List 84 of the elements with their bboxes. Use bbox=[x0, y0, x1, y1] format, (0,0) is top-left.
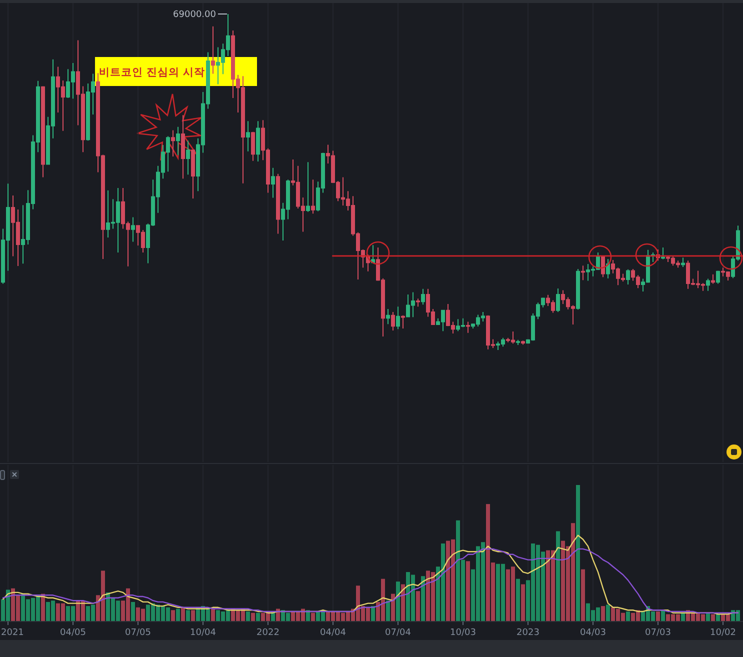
candlestick bbox=[711, 274, 715, 284]
candlestick bbox=[466, 321, 470, 334]
bar bbox=[211, 608, 215, 621]
candlestick bbox=[706, 278, 710, 292]
bar bbox=[516, 578, 520, 621]
x-tick-label: 2022 bbox=[256, 628, 280, 638]
candlestick bbox=[681, 257, 685, 268]
bar bbox=[661, 610, 665, 621]
bar bbox=[246, 611, 250, 621]
x-tick-label: 04/05 bbox=[60, 628, 86, 638]
bar bbox=[186, 610, 190, 621]
candlestick bbox=[256, 120, 260, 162]
candlestick bbox=[271, 167, 275, 198]
candlestick bbox=[386, 308, 390, 325]
candlestick bbox=[576, 268, 580, 310]
candlestick bbox=[371, 244, 375, 264]
candlestick bbox=[606, 258, 610, 279]
bar bbox=[606, 604, 610, 621]
bar bbox=[576, 485, 580, 621]
bar bbox=[401, 584, 405, 621]
candlestick bbox=[556, 288, 560, 313]
x-tick-label: 10/04 bbox=[190, 628, 216, 638]
candlestick bbox=[421, 288, 425, 306]
bar bbox=[371, 606, 375, 621]
candlestick bbox=[181, 114, 185, 180]
annotation: 비트코인 진심의 시작 bbox=[98, 66, 206, 78]
bar bbox=[706, 612, 710, 621]
x-tick-label: 2023 bbox=[516, 628, 540, 638]
bar bbox=[711, 614, 715, 621]
bar bbox=[556, 531, 560, 621]
candlestick bbox=[276, 173, 280, 234]
candlestick bbox=[211, 26, 215, 74]
bar bbox=[421, 576, 425, 621]
candlestick bbox=[246, 120, 250, 152]
bar bbox=[131, 602, 135, 621]
candlestick bbox=[661, 247, 665, 260]
bar bbox=[386, 600, 390, 621]
x-tick-label: 07/03 bbox=[645, 628, 671, 638]
candlestick bbox=[516, 339, 520, 346]
bar bbox=[256, 612, 260, 621]
bar bbox=[416, 591, 420, 621]
candlestick bbox=[191, 150, 195, 199]
x-tick-label: 04/04 bbox=[320, 628, 346, 638]
bar bbox=[601, 606, 605, 621]
candlestick bbox=[601, 256, 605, 278]
bar bbox=[311, 612, 315, 621]
candlestick bbox=[581, 265, 585, 281]
candlestick bbox=[251, 131, 255, 162]
bar bbox=[306, 610, 310, 621]
bar bbox=[191, 610, 195, 621]
candlestick bbox=[176, 126, 180, 156]
candlestick bbox=[521, 340, 525, 346]
candlestick bbox=[311, 179, 315, 214]
candlestick bbox=[186, 140, 190, 176]
bar bbox=[656, 611, 660, 621]
bar bbox=[521, 584, 525, 621]
bar bbox=[171, 610, 175, 621]
candlestick bbox=[41, 86, 45, 178]
x-tick-label: 2021 bbox=[1, 628, 24, 638]
x-tick-label: 10/02 bbox=[710, 628, 736, 638]
candlestick bbox=[626, 268, 630, 285]
x-tick-label: 07/05 bbox=[125, 628, 151, 638]
bar bbox=[396, 582, 400, 621]
candlestick bbox=[171, 130, 175, 157]
bar bbox=[681, 612, 685, 621]
bar bbox=[391, 594, 395, 621]
bar bbox=[176, 608, 180, 621]
x-tick-label: 07/04 bbox=[385, 628, 412, 638]
x-tick-label: 04/03 bbox=[580, 628, 606, 638]
bar bbox=[581, 569, 585, 621]
bar bbox=[41, 594, 45, 621]
candlestick bbox=[396, 306, 400, 330]
bar bbox=[251, 612, 255, 621]
x-tick-label: 10/03 bbox=[450, 628, 476, 638]
candlestick bbox=[131, 216, 135, 242]
candlestick bbox=[306, 162, 310, 212]
candlestick bbox=[716, 270, 720, 284]
bar bbox=[466, 561, 470, 621]
candlestick bbox=[401, 314, 405, 329]
bar bbox=[626, 611, 630, 621]
annotation: 69000.00 bbox=[173, 10, 216, 20]
candlestick bbox=[391, 312, 395, 332]
candlestick bbox=[416, 298, 420, 308]
bar bbox=[181, 607, 185, 621]
